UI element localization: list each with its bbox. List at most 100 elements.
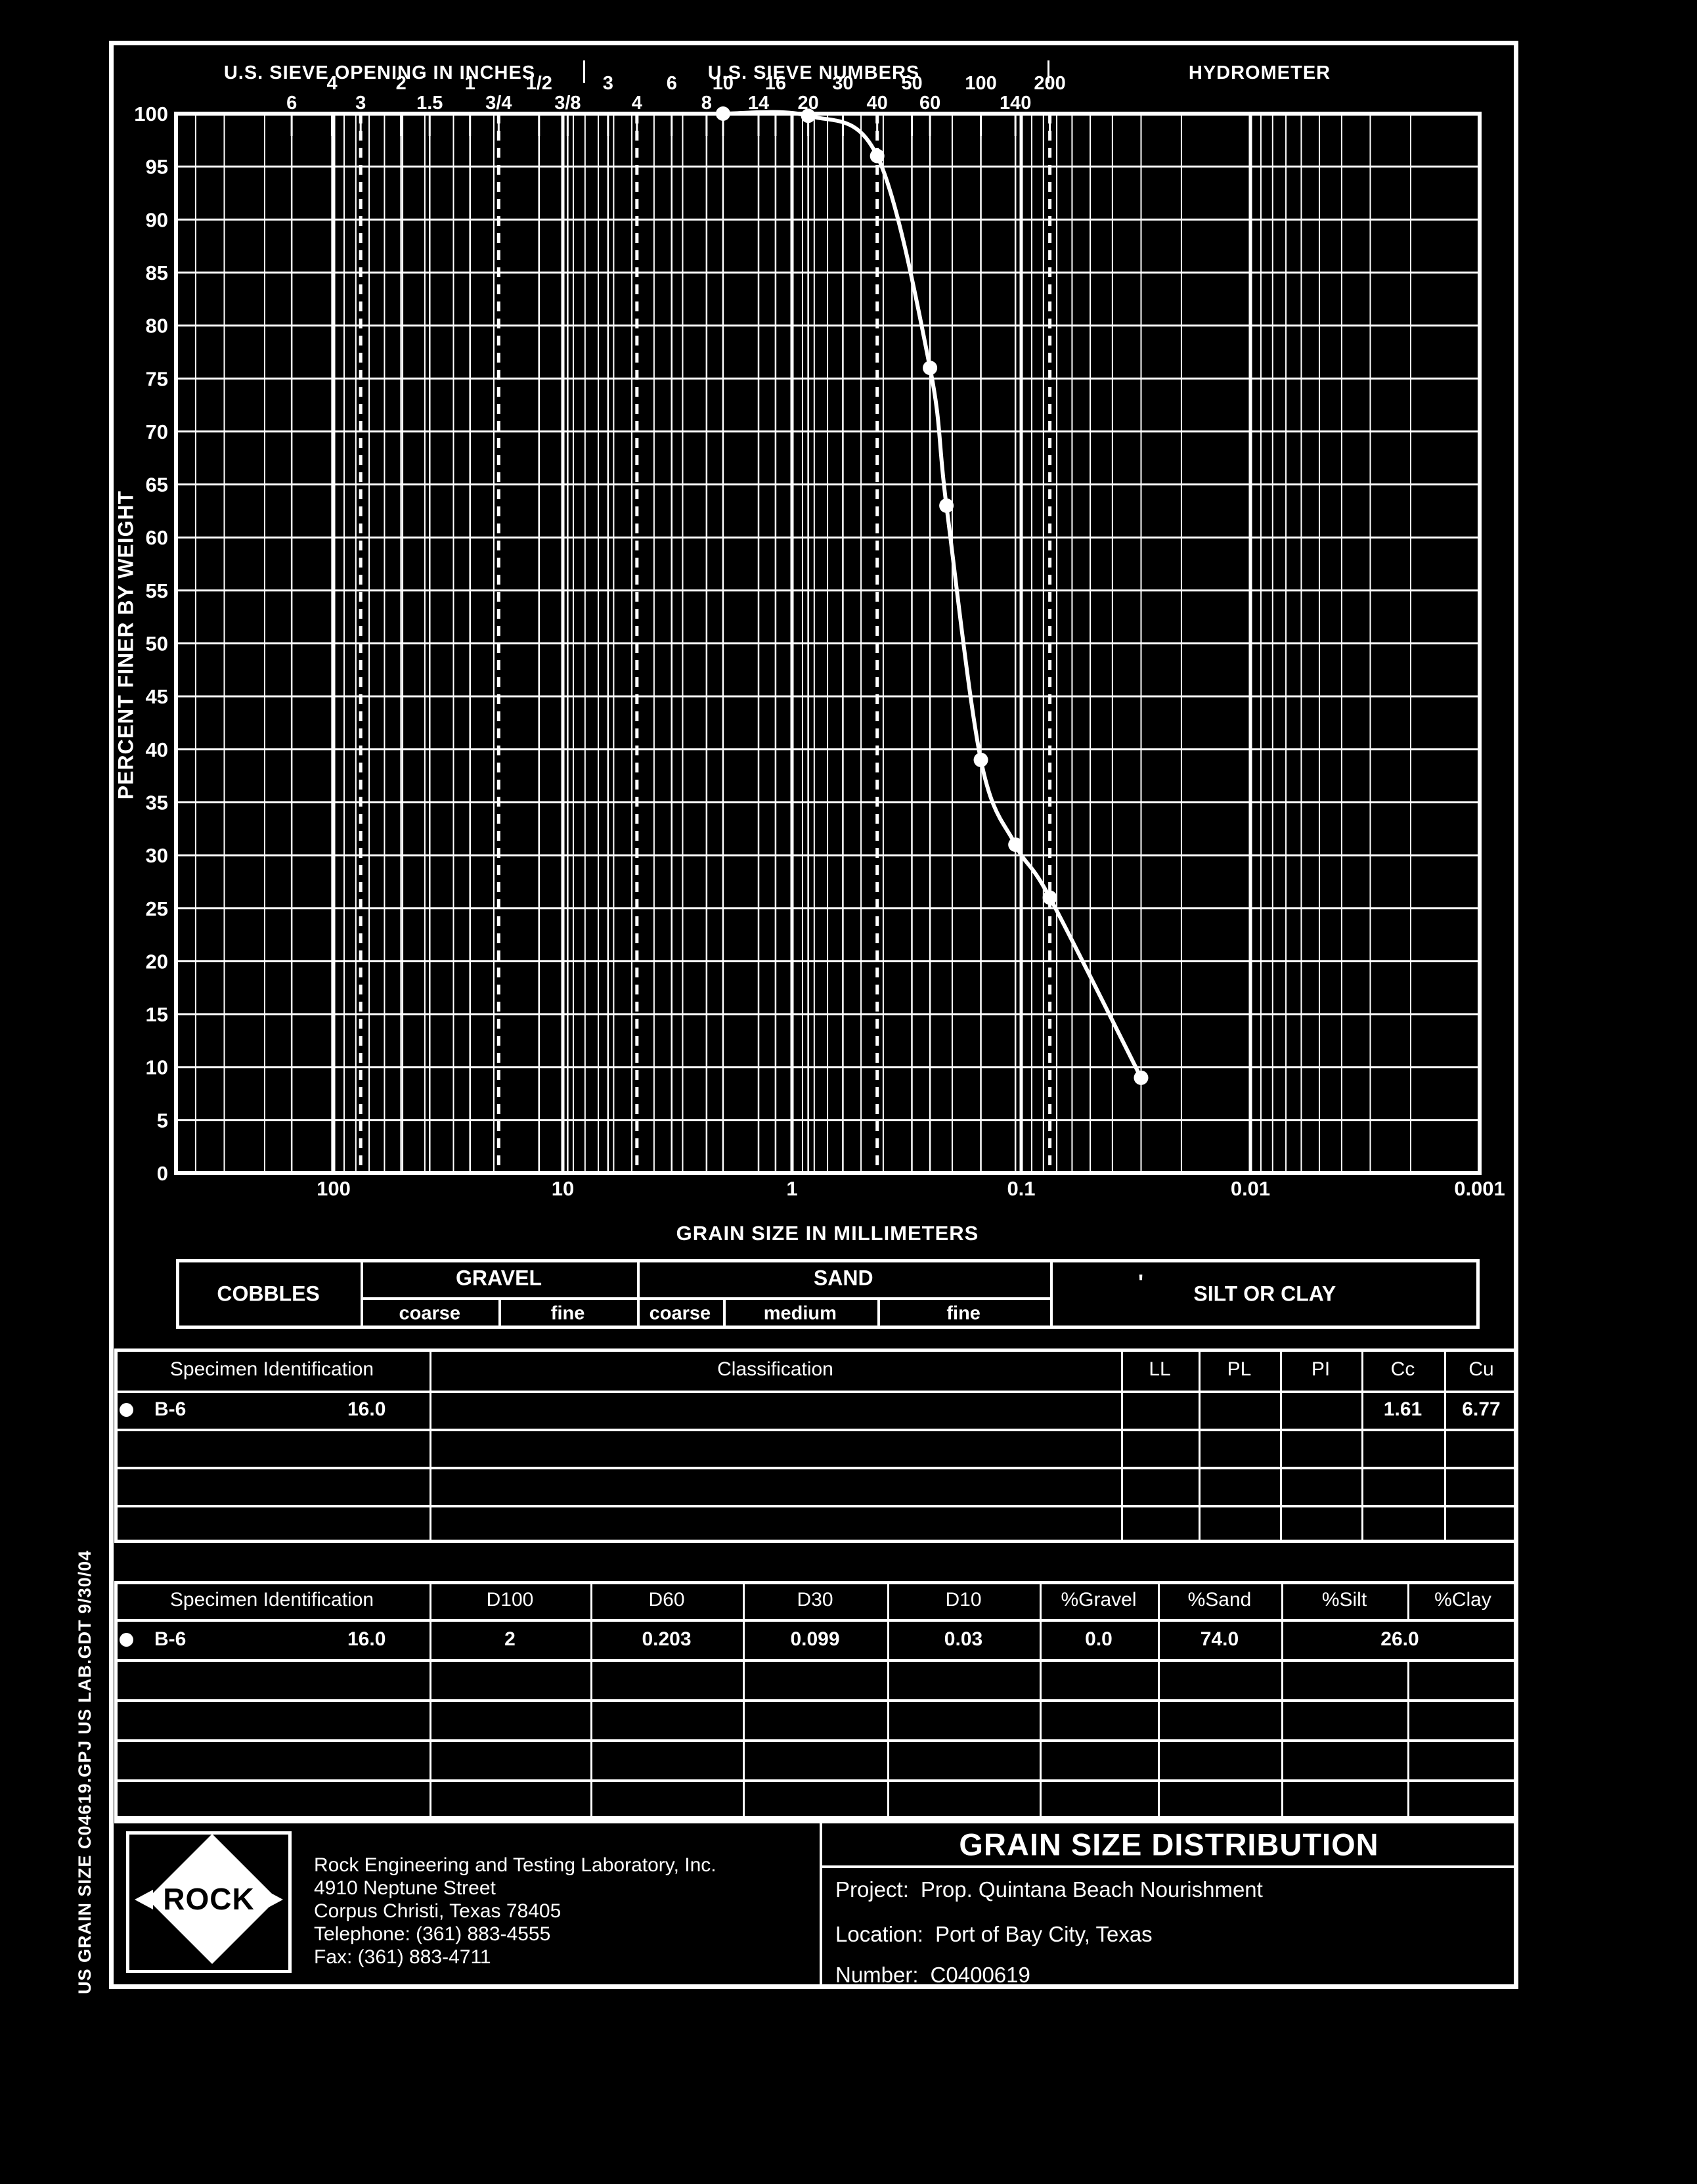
table-row-divider: [118, 1659, 1515, 1662]
size-bar-subcolumn-divider: [877, 1297, 880, 1329]
size-group-label: SAND: [813, 1266, 873, 1290]
table-column-divider: [1158, 1584, 1160, 1619]
table-row-divider: [118, 1699, 1515, 1702]
table-row-divider: [118, 1467, 1515, 1469]
size-classification-bar: COBBLES GRAVEL coarse fine SAND coarse medium f…: [176, 1259, 1480, 1329]
table-column-divider: [430, 1352, 431, 1391]
footer-box: [114, 1819, 1518, 1984]
table-header-cell: %Gravel: [1061, 1589, 1137, 1611]
table-column-divider: [1199, 1352, 1201, 1391]
size-subgroup-label: coarse: [649, 1303, 711, 1324]
table-column-divider: [1040, 1739, 1042, 1779]
specimen-id: B-6: [154, 1398, 187, 1420]
y-axis-title: PERCENT FINER BY WEIGHT: [114, 490, 138, 800]
company-logo-box: ROCK: [126, 1831, 292, 1973]
size-group-label: COBBLES: [217, 1281, 320, 1306]
header-hydrometer-label: HYDROMETER: [1188, 62, 1331, 83]
table-column-divider: [430, 1584, 431, 1619]
size-bar-subdivider: [636, 1297, 1050, 1300]
table-header-cell: D60: [648, 1589, 685, 1611]
table-column-divider: [1361, 1505, 1363, 1543]
gradation-value: 0.203: [642, 1628, 692, 1650]
logo-right-arrow-icon: [265, 1890, 283, 1909]
company-address-line: Rock Engineering and Testing Laboratory,…: [314, 1854, 716, 1876]
table-header-cell: PL: [1227, 1358, 1252, 1380]
specimen-depth: 16.0: [347, 1398, 386, 1420]
table-header-cell: PI: [1311, 1358, 1331, 1380]
size-subgroup-label: fine: [946, 1303, 981, 1324]
location-label: Location:: [835, 1922, 923, 1946]
table-column-divider: [430, 1779, 431, 1819]
company-address-block: Rock Engineering and Testing Laboratory,…: [314, 1854, 716, 1969]
table-column-divider: [590, 1739, 592, 1779]
table-column-divider: [1199, 1429, 1201, 1467]
table-header-cell: LL: [1149, 1358, 1171, 1380]
table-column-divider: [1444, 1352, 1446, 1391]
table-header-cell: %Clay: [1434, 1589, 1491, 1611]
specimen-marker-dot: [120, 1632, 133, 1647]
table-column-divider: [887, 1779, 889, 1819]
table-column-divider: [1199, 1505, 1201, 1543]
table-column-divider: [1121, 1467, 1123, 1505]
company-address-line: Corpus Christi, Texas 78405: [314, 1900, 562, 1922]
number-value: C0400619: [930, 1963, 1030, 1987]
table-header-cell: D10: [945, 1589, 982, 1611]
table-column-divider: [887, 1699, 889, 1739]
table-column-divider: [1361, 1429, 1363, 1467]
table-column-divider: [1158, 1739, 1160, 1779]
gradation-value: 0.099: [790, 1628, 840, 1650]
sidebar-filename-note: US GRAIN SIZE C04619.GPJ US LAB.GDT 9/30…: [75, 1549, 95, 1994]
size-subgroup-label: coarse: [399, 1303, 461, 1324]
header-separator: [1047, 60, 1049, 83]
location-value: Port of Bay City, Texas: [935, 1922, 1153, 1946]
table-column-divider: [1281, 1739, 1283, 1779]
table-column-divider: [743, 1699, 745, 1739]
company-address-line: 4910 Neptune Street: [314, 1877, 496, 1899]
report-title-underline: [822, 1865, 1518, 1868]
table-column-divider: [1444, 1505, 1446, 1543]
table-column-divider: [743, 1584, 745, 1619]
table-column-divider: [590, 1584, 592, 1619]
project-field: Project: Prop. Quintana Beach Nourishment: [835, 1877, 1263, 1902]
table-column-divider: [1361, 1352, 1363, 1391]
table-column-divider: [887, 1739, 889, 1779]
table-column-divider: [743, 1779, 745, 1819]
specimen-depth: 16.0: [347, 1628, 386, 1650]
table-column-divider: [1407, 1584, 1409, 1619]
table-column-divider: [887, 1619, 889, 1659]
table-column-divider: [430, 1467, 431, 1505]
table-column-divider: [1281, 1699, 1283, 1739]
table-row-divider: [118, 1391, 1515, 1393]
silt-clay-value: 26.0: [1380, 1628, 1419, 1650]
table-column-divider: [590, 1699, 592, 1739]
table-column-divider: [887, 1659, 889, 1699]
size-bar-divider: [361, 1262, 364, 1326]
gradation-value: 74.0: [1200, 1628, 1239, 1650]
table-column-divider: [1361, 1391, 1363, 1429]
cc-value: 1.61: [1383, 1398, 1422, 1420]
table-column-divider: [1407, 1739, 1409, 1779]
table-column-divider: [1040, 1619, 1042, 1659]
table-row-divider: [118, 1505, 1515, 1507]
gradation-table: Specimen Identification D100 D60 D30 D10 %Gra…: [114, 1581, 1518, 1819]
table-column-divider: [1407, 1699, 1409, 1739]
header-separator: [583, 60, 585, 83]
table-column-divider: [430, 1739, 431, 1779]
cu-value: 6.77: [1462, 1398, 1501, 1420]
project-label: Project:: [835, 1877, 909, 1902]
table-column-divider: [1281, 1584, 1283, 1619]
logo-left-arrow-icon: [135, 1890, 153, 1909]
table-column-divider: [1121, 1391, 1123, 1429]
table-row-divider: [118, 1739, 1515, 1742]
table-column-divider: [743, 1619, 745, 1659]
logo-wordmark: ROCK: [162, 1882, 256, 1916]
table-header-cell: D30: [797, 1589, 833, 1611]
table-column-divider: [1121, 1429, 1123, 1467]
table-column-divider: [1361, 1467, 1363, 1505]
table-header-cell: Classification: [717, 1358, 833, 1380]
size-group-label: GRAVEL: [456, 1266, 542, 1290]
size-bar-divider: [1049, 1262, 1053, 1326]
gradation-value: 0.03: [944, 1628, 983, 1650]
table-header-cell: Specimen Identification: [169, 1589, 374, 1611]
